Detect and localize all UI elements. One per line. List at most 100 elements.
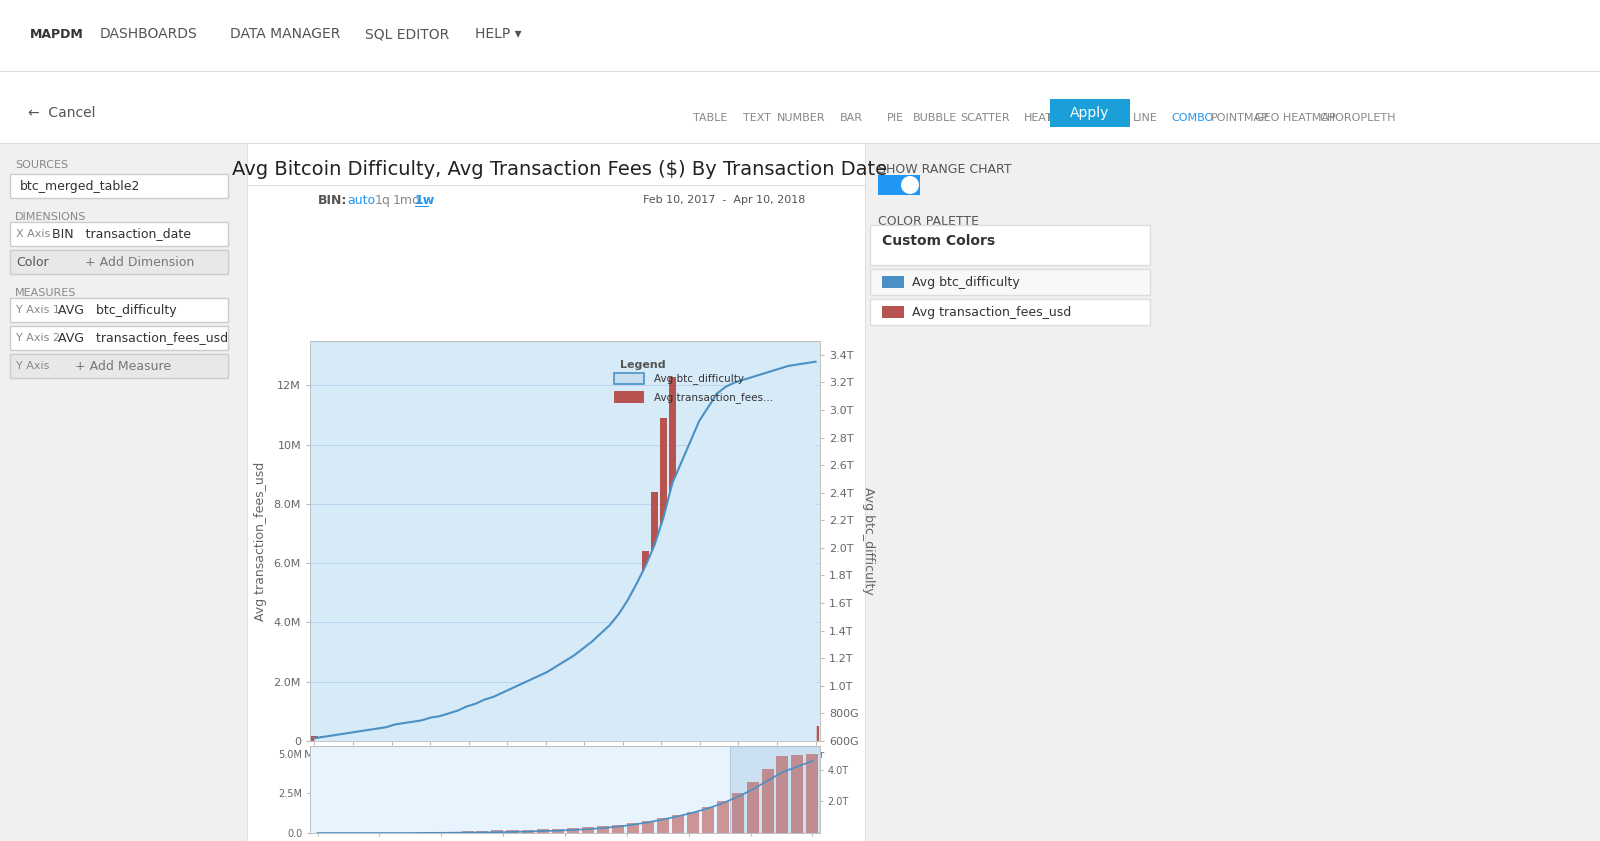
Bar	[642, 552, 650, 741]
Text: SHOW RANGE CHART: SHOW RANGE CHART	[878, 162, 1011, 176]
Bar	[552, 727, 560, 741]
Bar	[410, 734, 416, 741]
Bar	[882, 306, 904, 318]
Text: PIE: PIE	[886, 113, 904, 123]
Text: + Add Measure: + Add Measure	[75, 359, 171, 373]
Bar	[490, 733, 498, 741]
Bar	[0, 143, 248, 841]
Text: LINE: LINE	[1133, 113, 1157, 123]
Bar	[747, 781, 758, 833]
Bar	[776, 756, 789, 833]
Bar	[870, 269, 1150, 295]
Bar	[382, 735, 390, 741]
Bar	[446, 832, 459, 833]
Bar	[517, 731, 523, 741]
Bar	[597, 826, 608, 833]
Text: HEAT: HEAT	[1024, 113, 1053, 123]
Bar	[794, 728, 802, 741]
Bar	[562, 725, 568, 741]
Bar	[678, 478, 685, 741]
Bar	[570, 722, 578, 741]
Text: Avg btc_difficulty: Avg btc_difficulty	[912, 276, 1019, 288]
Bar	[477, 831, 488, 833]
Bar	[611, 825, 624, 833]
Text: ←  Cancel: ← Cancel	[29, 106, 96, 120]
Bar	[552, 828, 563, 833]
Bar	[614, 659, 622, 741]
Bar	[373, 735, 381, 741]
Bar	[400, 735, 408, 741]
Bar	[355, 735, 363, 741]
Text: + Add Dimension: + Add Dimension	[85, 256, 194, 268]
Bar	[544, 729, 550, 741]
Text: Y Axis: Y Axis	[16, 361, 50, 371]
Bar	[507, 733, 515, 741]
Bar	[870, 299, 1150, 325]
Bar	[786, 727, 792, 741]
Bar	[627, 823, 638, 833]
Text: MAPDM: MAPDM	[30, 28, 83, 40]
Bar	[365, 735, 371, 741]
Text: BUBBLE: BUBBLE	[914, 113, 957, 123]
Bar	[731, 793, 744, 833]
Bar	[686, 552, 694, 741]
Bar	[768, 722, 774, 741]
Circle shape	[901, 176, 918, 194]
Text: 1w: 1w	[414, 193, 435, 207]
Text: DATA MANAGER: DATA MANAGER	[230, 27, 341, 41]
Bar	[870, 225, 1150, 265]
Bar	[589, 706, 595, 741]
Text: SQL EDITOR: SQL EDITOR	[365, 27, 450, 41]
Text: BAR: BAR	[840, 113, 862, 123]
Bar	[614, 373, 643, 383]
Bar	[878, 175, 920, 195]
Bar	[806, 754, 819, 833]
Bar	[10, 298, 229, 322]
Text: Avg transaction_fees_usd: Avg transaction_fees_usd	[912, 305, 1072, 319]
Text: 1mo: 1mo	[394, 193, 421, 207]
Bar	[392, 734, 398, 741]
Bar	[432, 832, 443, 833]
Bar	[634, 595, 640, 741]
Text: Avg Bitcoin Difficulty, Avg Transaction Fees ($) By Transaction Date: Avg Bitcoin Difficulty, Avg Transaction …	[232, 160, 888, 178]
Bar	[347, 736, 354, 741]
Bar	[731, 695, 739, 741]
Text: SCATTER: SCATTER	[960, 113, 1010, 123]
Text: DASHBOARDS: DASHBOARDS	[99, 27, 198, 41]
Bar	[437, 733, 443, 741]
Bar	[672, 815, 683, 833]
Text: Avg transaction_fees...: Avg transaction_fees...	[654, 392, 773, 403]
Bar	[866, 143, 1600, 841]
Bar	[0, 72, 1600, 143]
Text: Y Axis 2: Y Axis 2	[16, 333, 61, 343]
Bar	[579, 715, 587, 741]
Bar	[534, 729, 542, 741]
Bar	[454, 734, 461, 741]
Bar	[614, 391, 643, 403]
Bar	[10, 354, 229, 378]
Bar	[10, 326, 229, 350]
Bar	[696, 611, 702, 741]
Text: Avg btc_difficulty: Avg btc_difficulty	[654, 373, 744, 383]
Bar	[730, 746, 819, 833]
Bar	[624, 630, 632, 741]
Bar	[566, 828, 579, 833]
Bar	[310, 736, 318, 741]
Bar	[723, 683, 730, 741]
Bar	[803, 727, 810, 741]
Bar	[659, 418, 667, 741]
Bar	[597, 697, 605, 741]
Text: Feb 10, 2017  -  Apr 10, 2018: Feb 10, 2017 - Apr 10, 2018	[643, 195, 805, 205]
Bar	[792, 754, 803, 833]
Text: POINTMAP: POINTMAP	[1211, 113, 1269, 123]
Bar	[10, 222, 229, 246]
Bar	[704, 649, 712, 741]
Text: BIN   transaction_date: BIN transaction_date	[51, 228, 190, 241]
Bar	[418, 733, 426, 741]
Bar	[472, 733, 478, 741]
Text: TEXT: TEXT	[742, 113, 771, 123]
Bar	[811, 726, 819, 741]
Bar	[686, 812, 699, 833]
Text: HISTOGRAM: HISTOGRAM	[1048, 113, 1115, 123]
Bar	[536, 829, 549, 833]
